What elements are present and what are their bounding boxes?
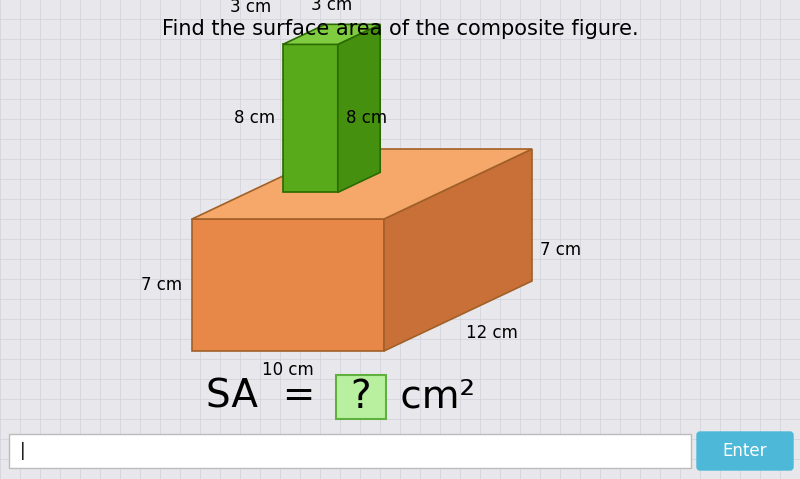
Text: 8 cm: 8 cm [234,109,275,127]
Text: ?: ? [350,378,371,416]
Polygon shape [192,219,384,351]
Text: SA  =: SA = [206,378,340,416]
Text: 7 cm: 7 cm [540,241,581,259]
Polygon shape [192,149,532,219]
Text: 7 cm: 7 cm [141,276,182,294]
Text: 12 cm: 12 cm [466,324,518,342]
Text: cm²: cm² [388,378,475,416]
Text: 3 cm: 3 cm [230,0,270,16]
Text: 10 cm: 10 cm [262,361,314,379]
Polygon shape [283,24,380,45]
Polygon shape [384,149,532,351]
Text: Enter: Enter [722,442,767,460]
Text: |: | [20,442,26,460]
Text: Find the surface area of the composite figure.: Find the surface area of the composite f… [162,19,638,39]
FancyBboxPatch shape [9,434,691,468]
FancyBboxPatch shape [697,432,793,470]
Polygon shape [338,24,380,193]
Polygon shape [283,45,338,193]
Text: 8 cm: 8 cm [346,109,387,127]
FancyBboxPatch shape [336,375,386,419]
Text: 3 cm: 3 cm [311,0,352,14]
